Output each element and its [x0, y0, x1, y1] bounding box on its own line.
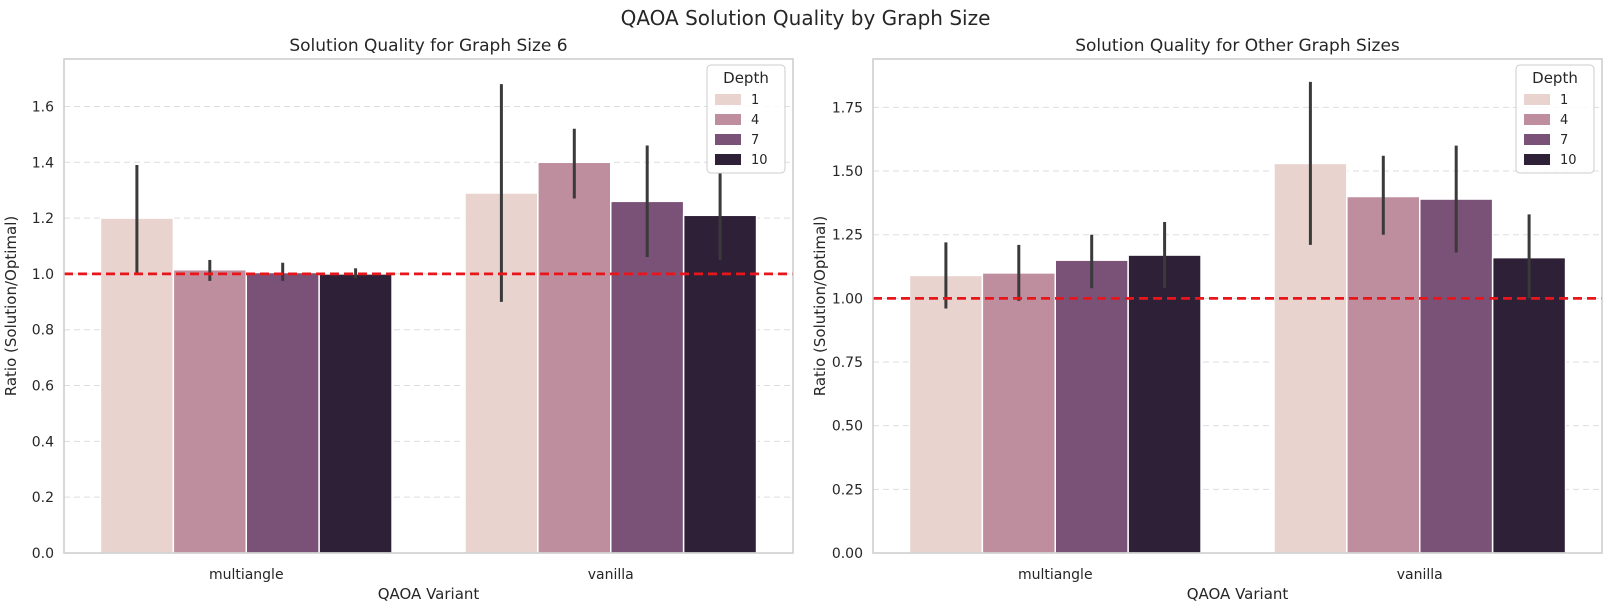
- y-tick-label: 0.6: [32, 379, 54, 395]
- y-tick-label: 1.6: [32, 99, 54, 115]
- x-tick-label: multiangle: [1018, 567, 1093, 583]
- y-tick-label: 0.00: [832, 546, 863, 562]
- y-tick-label: 0.4: [32, 434, 54, 450]
- bar: [318, 273, 393, 554]
- legend-label: 4: [1560, 113, 1568, 128]
- y-tick-label: 0.2: [32, 490, 54, 506]
- y-tick-label: 1.0: [32, 267, 54, 283]
- legend-label: 10: [751, 153, 768, 168]
- legend-title: Depth: [723, 69, 769, 87]
- axes-frame: [63, 58, 794, 554]
- y-tick-label: 1.00: [832, 291, 863, 307]
- bar: [1491, 256, 1567, 554]
- legend-label: 1: [751, 93, 759, 108]
- legend-box: [706, 64, 786, 174]
- bar: [610, 200, 685, 554]
- chart-title: Solution Quality for Graph Size 6: [289, 36, 567, 56]
- y-tick-label: 0.0: [32, 546, 54, 562]
- y-axis-label: Ratio (Solution/Optimal): [811, 216, 829, 397]
- bar: [908, 274, 984, 554]
- y-tick-label: 0.50: [832, 419, 863, 435]
- legend-swatch: [715, 154, 741, 165]
- bar: [682, 214, 758, 554]
- x-axis-label: QAOA Variant: [378, 585, 480, 603]
- legend-label: 4: [751, 113, 759, 128]
- legend-box: [1515, 64, 1595, 174]
- x-tick-label: multiangle: [209, 567, 284, 583]
- x-axis-label: QAOA Variant: [1187, 585, 1289, 603]
- legend-swatch: [715, 114, 741, 125]
- y-tick-label: 1.75: [832, 100, 863, 116]
- legend-swatch: [1524, 134, 1550, 145]
- axes-frame: [872, 58, 1603, 554]
- legend-label: 7: [751, 133, 759, 148]
- x-tick-label: vanilla: [1397, 567, 1443, 583]
- legend-swatch: [1524, 154, 1550, 165]
- bar: [1346, 195, 1421, 554]
- legend-label: 7: [1560, 133, 1568, 148]
- y-tick-label: 1.2: [32, 211, 54, 227]
- y-tick-label: 1.50: [832, 164, 863, 180]
- legend-swatch: [715, 134, 741, 145]
- x-tick-label: vanilla: [588, 567, 634, 583]
- y-tick-label: 1.4: [32, 155, 54, 171]
- y-tick-label: 0.75: [832, 355, 863, 371]
- legend-swatch: [715, 94, 741, 105]
- bar: [1127, 254, 1202, 554]
- y-axis-label: Ratio (Solution/Optimal): [2, 216, 20, 397]
- legend-label: 10: [1560, 153, 1577, 168]
- bar: [1054, 259, 1129, 554]
- figure-title: QAOA Solution Quality by Graph Size: [620, 6, 991, 30]
- y-tick-label: 0.25: [832, 482, 863, 498]
- y-tick-label: 0.8: [32, 323, 54, 339]
- legend-swatch: [1524, 94, 1550, 105]
- bar: [981, 272, 1056, 554]
- chart-title: Solution Quality for Other Graph Sizes: [1075, 36, 1400, 56]
- bar: [1419, 198, 1494, 554]
- legend-title: Depth: [1532, 69, 1578, 87]
- legend-label: 1: [1560, 93, 1568, 108]
- y-tick-label: 1.25: [832, 228, 863, 244]
- legend-swatch: [1524, 114, 1550, 125]
